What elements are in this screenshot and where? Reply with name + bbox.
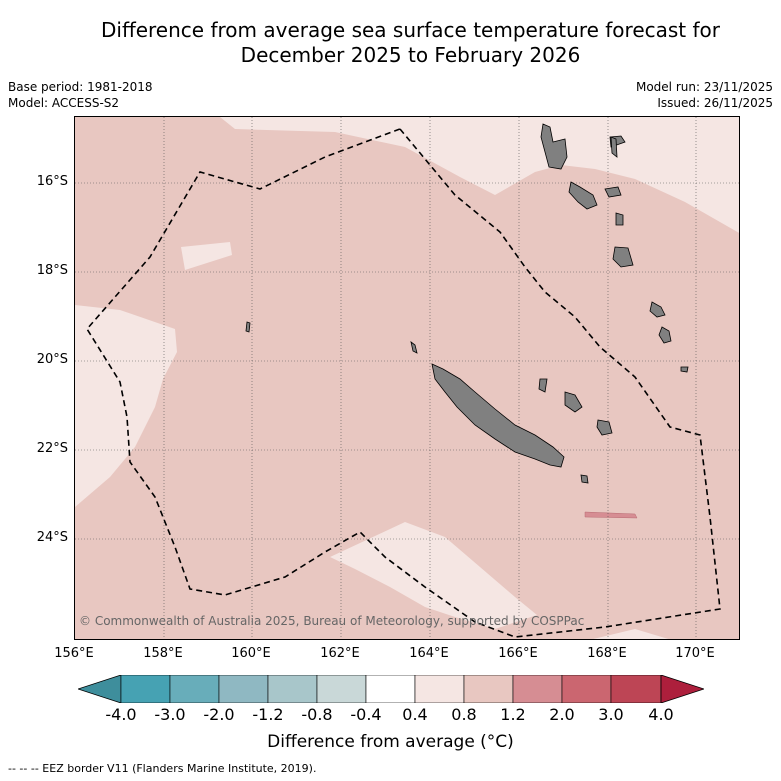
anomaly-light-patch [181,242,232,270]
colorbar-segment-6 [365,675,416,703]
colorbar-tick-1: -4.0 [105,705,137,724]
island-mare [596,419,613,436]
colorbar-segment-9 [512,675,563,703]
colorbar-tick-12: 4.0 [648,705,674,724]
colorbar-segment-2 [169,675,220,703]
anomaly-warm-patch [584,511,638,519]
colorbar-tick-9: 1.2 [500,705,526,724]
sst-map: © Commonwealth of Australia 2025, Bureau… [74,116,740,640]
map-canvas [75,117,739,639]
land-masses [245,123,689,484]
eez-legend: -- -- -- EEZ border V11 (Flanders Marine… [8,762,317,775]
base-period: Base period: 1981-2018 [8,80,153,94]
new-caledonia-island [431,363,565,468]
anomaly-light-southeast [593,629,669,639]
colorbar-extend-high [660,675,704,703]
lat-label-18s: 18°S [36,263,68,278]
model-run: Model run: 23/11/2025 [635,80,773,94]
colorbar-tick-2: -3.0 [154,705,186,724]
colorbar-segment-1 [120,675,171,703]
copyright-text: © Commonwealth of Australia 2025, Bureau… [79,614,585,628]
island-small-4 [580,474,589,484]
island-chesterfield [245,321,251,333]
colorbar-segment-11 [610,675,662,703]
issued-date: Issued: 26/11/2025 [657,96,773,110]
lat-label-22s: 22°S [36,441,68,456]
lon-label-170e: 170°E [675,646,715,661]
colorbar-tick-6: -0.4 [350,705,382,724]
island-malakula [568,181,598,210]
anomaly-light-north [220,117,739,233]
island-erromango [612,246,634,268]
colorbar-segment-10 [561,675,612,703]
colorbar-tick-10: 2.0 [549,705,575,724]
island-small-5 [680,366,689,373]
colorbar-tick-7: 0.4 [402,705,428,724]
anomaly-light-west [75,305,177,507]
title-line-2: December 2025 to February 2026 [240,43,581,67]
colorbar-segment-4 [267,675,318,703]
colorbar-tick-3: -2.0 [203,705,235,724]
colorbar-extend-low [78,675,122,703]
island-small-3 [604,186,622,198]
island-small-2 [610,136,618,158]
meta-right: Model run: 23/11/2025 Issued: 26/11/2025 [636,79,773,111]
island-lifou [564,391,583,413]
colorbar-segment-3 [218,675,269,703]
lon-label-156e: 156°E [54,646,94,661]
colorbar-tick-11: 3.0 [598,705,624,724]
island-tanna [649,301,666,318]
lat-label-16s: 16°S [36,174,68,189]
model-name: Model: ACCESS-S2 [8,96,120,110]
graticule [75,117,739,639]
colorbar-tick-8: 0.8 [451,705,477,724]
colorbar-tick-5: -0.8 [301,705,333,724]
colorbar-segment-7 [414,675,465,703]
anomaly-light-south [330,522,537,629]
colorbar-tick-4: -1.2 [252,705,284,724]
colorbar-segment-8 [463,675,514,703]
lon-label-158e: 158°E [143,646,183,661]
colorbar-segment-5 [316,675,367,703]
lon-label-164e: 164°E [409,646,449,661]
colorbar-label: Difference from average (°C) [267,732,514,752]
lat-label-24s: 24°S [36,530,68,545]
lon-label-166e: 166°E [498,646,538,661]
title-line-1: Difference from average sea surface temp… [100,18,720,42]
island-espiritu-santo [540,123,568,170]
lon-label-168e: 168°E [587,646,627,661]
island-ouvea [538,378,548,393]
map-title: Difference from average sea surface temp… [40,18,781,68]
meta-left: Base period: 1981-2018 Model: ACCESS-S2 [8,79,153,111]
lon-label-160e: 160°E [231,646,271,661]
lon-label-162e: 162°E [320,646,360,661]
island-belep [410,341,418,354]
island-efate [615,212,624,226]
lat-label-20s: 20°S [36,352,68,367]
island-aneityum [658,326,672,344]
colorbar [78,675,704,703]
